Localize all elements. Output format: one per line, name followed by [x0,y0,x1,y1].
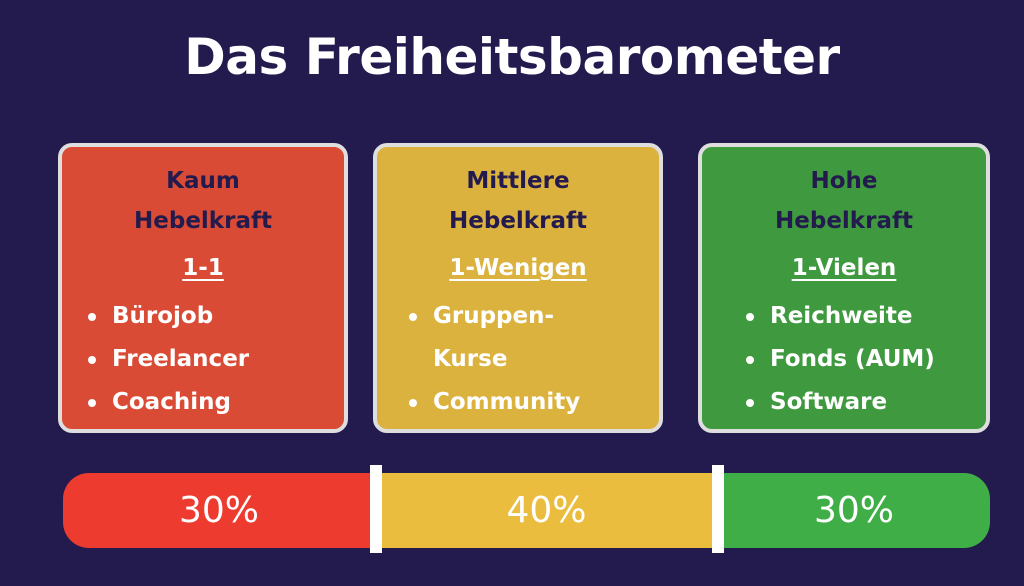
bullet-list: Gruppen- Kurse Community [409,295,580,424]
bullet: Fonds (AUM) [746,338,935,381]
card: Kaum Hebelkraft 1-1 Bürojob Freelancer Coachi… [58,143,348,433]
bar-segment: 30% [63,473,375,548]
barometer: 30% 40% 30% [63,473,990,548]
bullet: Software [746,381,935,424]
bullet: Bürojob [88,295,249,338]
bullet-line: Reichweite [770,303,913,329]
heading-line: Hebelkraft [134,208,272,234]
card: Hohe Hebelkraft 1-Vielen Reichweite Fonds (A… [698,143,990,433]
bullet-line: Bürojob [112,303,214,329]
bar-segment: 30% [718,473,990,548]
bullet: Gruppen- Kurse [409,295,580,381]
bullet: Reichweite [746,295,935,338]
card-heading: Kaum Hebelkraft [62,161,344,241]
bullet: Coaching [88,381,249,424]
card-subtitle: 1-Vielen [791,255,897,281]
title: Das Freiheitsbarometer [184,28,840,86]
bullet-line: Community [433,389,581,415]
card-subtitle: 1-1 [182,255,224,281]
bullet-line: Freelancer [112,346,250,372]
bullet-line: Software [770,389,888,415]
bullet: Freelancer [88,338,249,381]
bullet-list: Reichweite Fonds (AUM) Software [746,295,935,424]
heading-line: Hohe [810,168,878,194]
bullet-line: Gruppen- [433,303,555,329]
card-heading: Hohe Hebelkraft [702,161,986,241]
bullet-list: Bürojob Freelancer Coaching [88,295,249,424]
bullet-line: Fonds (AUM) [770,346,935,372]
divider [370,465,382,553]
card-heading: Mittlere Hebelkraft [377,161,659,241]
heading-line: Kaum [166,168,240,194]
bar-segment: 40% [375,473,718,548]
bullet-line: Kurse [433,346,508,372]
bullet-line: Coaching [112,389,231,415]
heading-line: Hebelkraft [449,208,587,234]
card: Mittlere Hebelkraft 1-Wenigen Gruppen- Kurse… [373,143,663,433]
bullet: Community [409,381,580,424]
card-subtitle: 1-Wenigen [449,255,587,281]
heading-line: Hebelkraft [775,208,913,234]
divider [712,465,724,553]
heading-line: Mittlere [466,168,570,194]
